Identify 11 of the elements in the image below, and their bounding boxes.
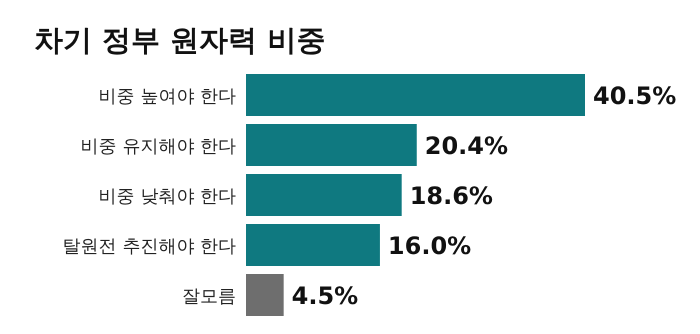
y-tick-label: 탈원전 추진해야 한다: [62, 236, 236, 257]
data-label: 40.5%: [593, 82, 676, 110]
data-label: 18.6%: [410, 182, 493, 210]
data-label: 20.4%: [424, 132, 508, 160]
data-label: 16.0%: [388, 232, 472, 260]
y-tick-label: 비중 유지해야 한다: [80, 136, 236, 157]
y-tick-label: 비중 낮춰야 한다: [98, 186, 236, 207]
data-label: 4.5%: [292, 282, 358, 310]
y-tick-label: 잘모름: [182, 286, 236, 307]
y-tick-label: 비중 높여야 한다: [98, 86, 236, 107]
chart-title: 차기 정부 원자력 비중: [34, 23, 326, 57]
